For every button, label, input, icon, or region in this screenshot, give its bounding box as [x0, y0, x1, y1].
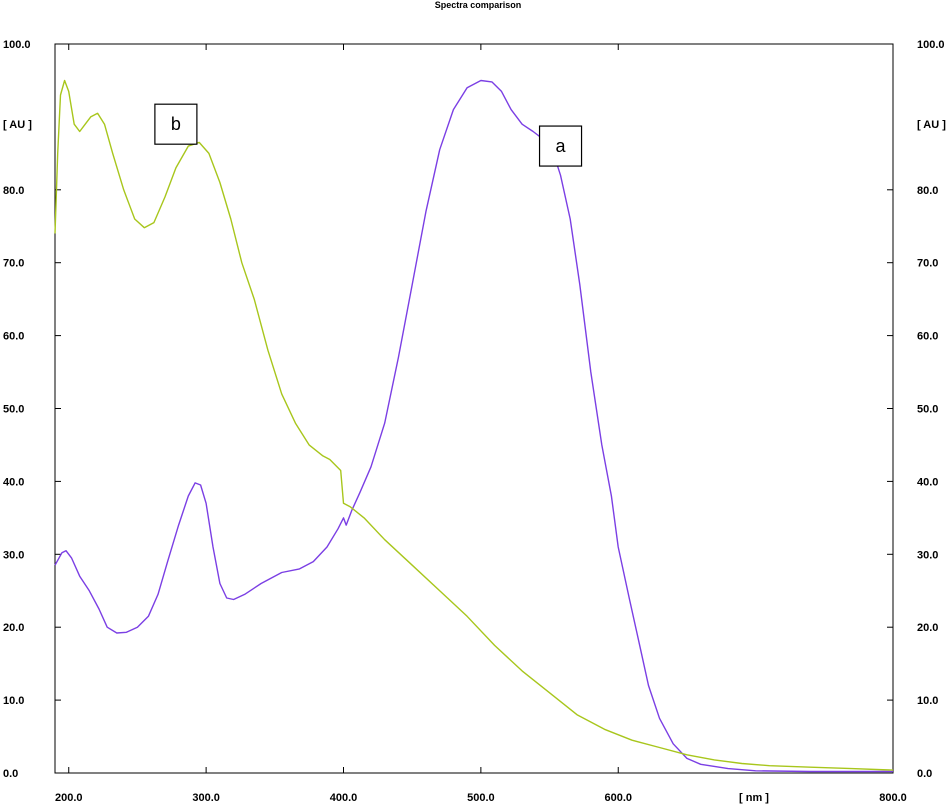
x-axis-unit: [ nm ] — [739, 792, 769, 804]
y-tick-label-right: 60.0 — [917, 331, 938, 343]
series-line-b — [54, 79, 894, 771]
y-tick-label-left: 50.0 — [3, 404, 24, 416]
series-annotations: ab — [154, 103, 583, 167]
y-tick-label-right: 80.0 — [917, 185, 938, 197]
y-tick-label-right: 30.0 — [917, 549, 938, 561]
y-axis-unit-left: [ AU ] — [3, 119, 32, 131]
y-tick-label-left: 0.0 — [3, 768, 18, 780]
annotation-text: a — [556, 136, 567, 156]
y-tick-label-left: 60.0 — [3, 331, 24, 343]
y-tick-label-right: 50.0 — [917, 404, 938, 416]
x-tick-label: 500.0 — [467, 792, 495, 804]
annotation-box — [154, 103, 198, 145]
y-tick-label-right: 20.0 — [917, 622, 938, 634]
y-tick-label-left: 80.0 — [3, 185, 24, 197]
x-tick-label: 800.0 — [879, 792, 907, 804]
series-line-a — [54, 79, 893, 773]
series-lines — [54, 79, 894, 773]
y-tick-label-left: 70.0 — [3, 258, 24, 270]
y-tick-label-left: 30.0 — [3, 549, 24, 561]
y-tick-label-left: 20.0 — [3, 622, 24, 634]
plot-frame — [54, 43, 894, 774]
y-axis-unit-right: [ AU ] — [917, 119, 946, 131]
x-tick-label: 300.0 — [192, 792, 220, 804]
y-tick-label-left: 10.0 — [3, 695, 24, 707]
y-tick-label-left: 100.0 — [3, 39, 31, 51]
x-tick-label: 600.0 — [604, 792, 632, 804]
x-axis: 200.0 300.0 400.0 500.0 600.0 800.0 — [55, 44, 907, 804]
annotation-box — [538, 125, 583, 167]
y-tick-label-left: 40.0 — [3, 476, 24, 488]
annotation-label-a: a — [538, 125, 583, 167]
annotation-label-b: b — [154, 103, 198, 145]
x-tick-label: 400.0 — [330, 792, 358, 804]
annotation-text: b — [171, 114, 181, 134]
y-tick-label-right: 40.0 — [917, 476, 938, 488]
y-axis: 0.0 0.0 10.0 10.0 20.0 20.0 30.0 30.0 40.0 40.0 50… — [3, 39, 945, 780]
y-tick-label-right: 0.0 — [917, 768, 932, 780]
y-tick-label-right: 10.0 — [917, 695, 938, 707]
chart-title: Spectra comparison — [435, 0, 522, 10]
y-tick-label-right: 100.0 — [917, 39, 945, 51]
x-tick-label: 200.0 — [55, 792, 83, 804]
y-tick-label-right: 70.0 — [917, 258, 938, 270]
